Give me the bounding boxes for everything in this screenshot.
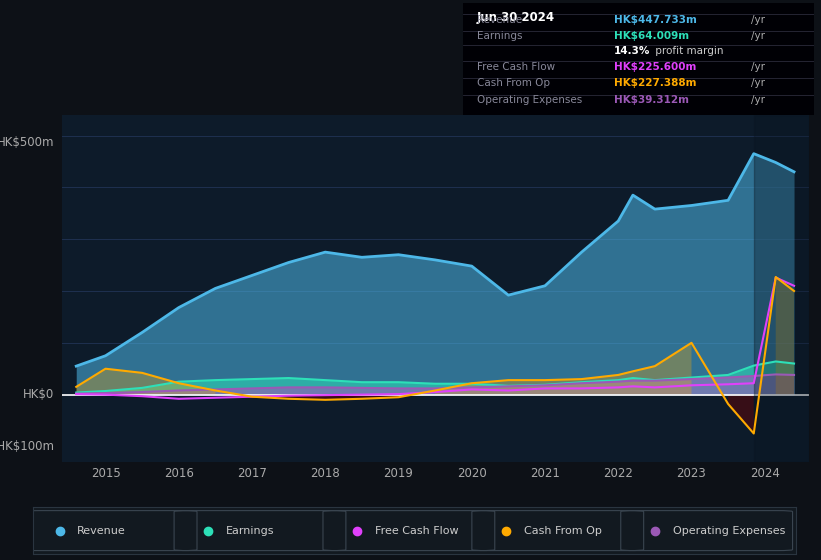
Text: HK$64.009m: HK$64.009m (614, 31, 689, 41)
Text: Operating Expenses: Operating Expenses (477, 95, 582, 105)
Text: HK$225.600m: HK$225.600m (614, 62, 696, 72)
Text: HK$500m: HK$500m (0, 136, 54, 148)
Text: /yr: /yr (750, 78, 764, 88)
Text: HK$0: HK$0 (23, 388, 54, 401)
Text: Cash From Op: Cash From Op (477, 78, 550, 88)
Text: profit margin: profit margin (653, 46, 724, 56)
Text: HK$39.312m: HK$39.312m (614, 95, 689, 105)
Text: Revenue: Revenue (477, 15, 522, 25)
Text: Earnings: Earnings (226, 526, 274, 535)
Text: Earnings: Earnings (477, 31, 523, 41)
Text: 14.3%: 14.3% (614, 46, 650, 56)
Text: Cash From Op: Cash From Op (524, 526, 602, 535)
Text: Free Cash Flow: Free Cash Flow (477, 62, 555, 72)
Text: Revenue: Revenue (77, 526, 126, 535)
Text: /yr: /yr (750, 62, 764, 72)
Text: Operating Expenses: Operating Expenses (672, 526, 785, 535)
Text: HK$447.733m: HK$447.733m (614, 15, 697, 25)
Text: /yr: /yr (750, 31, 764, 41)
Text: /yr: /yr (750, 95, 764, 105)
Text: Free Cash Flow: Free Cash Flow (375, 526, 458, 535)
Text: -HK$100m: -HK$100m (0, 440, 54, 453)
Bar (754, 115, 809, 462)
Text: HK$227.388m: HK$227.388m (614, 78, 696, 88)
Text: Jun 30 2024: Jun 30 2024 (477, 11, 555, 24)
Text: /yr: /yr (750, 15, 764, 25)
